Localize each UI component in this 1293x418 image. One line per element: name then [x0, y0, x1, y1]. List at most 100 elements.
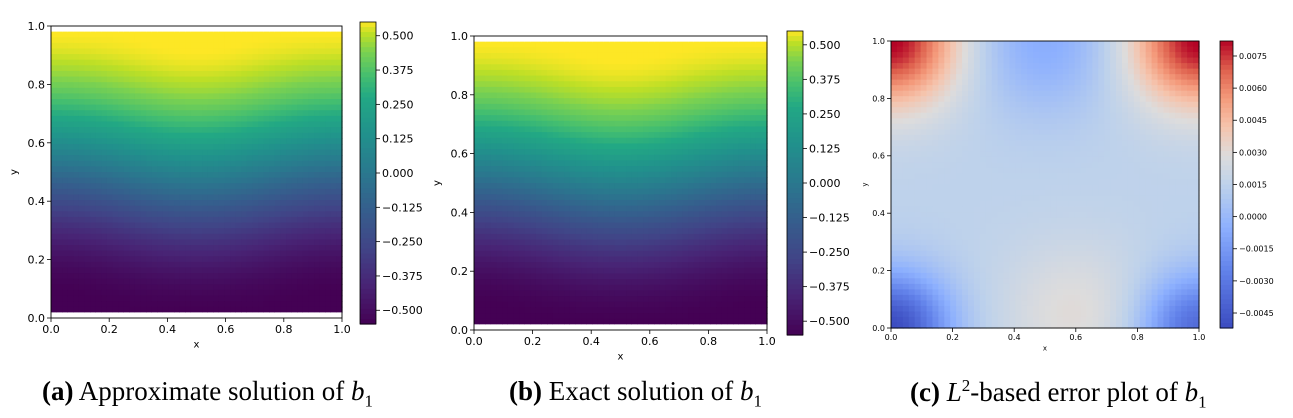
plot-cell — [179, 289, 186, 297]
plot-cell — [586, 120, 593, 128]
plot-cell — [56, 99, 63, 106]
plot-cell — [129, 149, 136, 156]
plot-cell — [597, 307, 605, 314]
plot-cell — [252, 289, 259, 297]
plot-cell — [162, 93, 170, 100]
plot-cell — [603, 313, 610, 320]
plot-cell — [101, 278, 108, 285]
plot-cell — [123, 233, 130, 240]
plot-cell — [609, 47, 616, 54]
plot-cell — [682, 36, 689, 43]
plot-cell — [140, 267, 147, 274]
plot-cell — [693, 149, 700, 156]
plot-cell — [564, 239, 571, 246]
plot-cell — [118, 273, 125, 280]
plot-cell — [207, 127, 214, 134]
plot-cell — [699, 222, 706, 229]
plot-cell — [286, 228, 293, 235]
plot-cell — [73, 200, 80, 207]
plot-cell — [552, 250, 560, 258]
plot-cell — [78, 267, 86, 274]
plot-cell — [202, 160, 209, 167]
x-tick-label: 0.0 — [42, 323, 60, 336]
plot-cell — [297, 132, 304, 139]
colorbar-band — [360, 162, 376, 169]
plot-cell — [479, 205, 486, 212]
plot-cell — [654, 183, 661, 190]
plot-cell — [51, 87, 58, 94]
plot-cell — [258, 256, 265, 263]
plot-cell — [547, 296, 554, 303]
plot-cell — [140, 222, 147, 229]
plot-cell — [586, 177, 593, 184]
plot-cell — [224, 82, 231, 89]
plot-cell — [513, 154, 520, 161]
plot-cell — [202, 87, 209, 94]
plot-cell — [609, 216, 616, 224]
plot-cell — [524, 239, 531, 246]
plot-cell — [547, 324, 554, 331]
plot-cell — [688, 137, 695, 145]
plot-cell — [479, 273, 486, 280]
plot-cell — [688, 324, 695, 331]
plot-cell — [507, 171, 515, 178]
plot-cell — [95, 261, 102, 269]
plot-cell — [274, 143, 282, 151]
plot-cell — [643, 126, 650, 133]
plot-cell — [530, 301, 537, 308]
plot-cell — [485, 183, 492, 190]
plot-cell — [597, 262, 605, 269]
plot-cell — [507, 211, 515, 218]
plot-cell — [146, 138, 153, 145]
plot-cell — [90, 200, 97, 207]
plot-cell — [609, 58, 616, 65]
plot-cell — [246, 65, 254, 72]
plot-cell — [90, 93, 97, 100]
plot-cell — [134, 149, 142, 156]
plot-cell — [252, 200, 259, 207]
plot-cell — [314, 301, 321, 308]
plot-cell — [319, 194, 326, 201]
plot-cell — [252, 211, 259, 218]
plot-cell — [552, 120, 560, 128]
plot-cell — [325, 194, 332, 201]
plot-cell — [626, 239, 633, 246]
x-tick-label: 0.2 — [100, 323, 118, 336]
plot-cell — [224, 149, 231, 156]
plot-cell — [302, 42, 310, 50]
plot-cell — [252, 239, 259, 246]
plot-cell — [513, 324, 520, 331]
plot-cell — [308, 110, 315, 117]
plot-cell — [688, 284, 695, 292]
plot-cell — [258, 149, 265, 156]
plot-cell — [157, 267, 164, 274]
plot-cell — [213, 48, 220, 55]
plot-cell — [123, 177, 130, 184]
plot-cell — [314, 127, 321, 134]
plot-cell — [224, 312, 231, 319]
plot-cell — [648, 92, 655, 99]
plot-cell — [196, 194, 203, 201]
plot-cell — [631, 284, 639, 292]
plot-cell — [535, 307, 543, 314]
plot-cell — [73, 132, 80, 139]
plot-cell — [490, 126, 498, 133]
plot-cell — [224, 239, 231, 246]
plot-cell — [73, 54, 80, 61]
plot-cell — [179, 200, 186, 207]
plot-cell — [682, 137, 689, 145]
plot-cell — [575, 222, 582, 229]
y-tick-label: 0.6 — [28, 137, 46, 150]
plot-cell — [123, 295, 130, 302]
plot-cell — [84, 200, 91, 207]
plot-cell — [665, 262, 672, 269]
plot-cell — [693, 262, 700, 269]
plot-cell — [519, 75, 526, 82]
plot-cell — [705, 47, 712, 54]
plot-cell — [330, 200, 338, 207]
plot-cell — [682, 81, 689, 88]
plot-cell — [626, 256, 633, 263]
plot-cell — [597, 211, 605, 218]
plot-cell — [671, 262, 678, 269]
plot-cell — [648, 313, 655, 320]
